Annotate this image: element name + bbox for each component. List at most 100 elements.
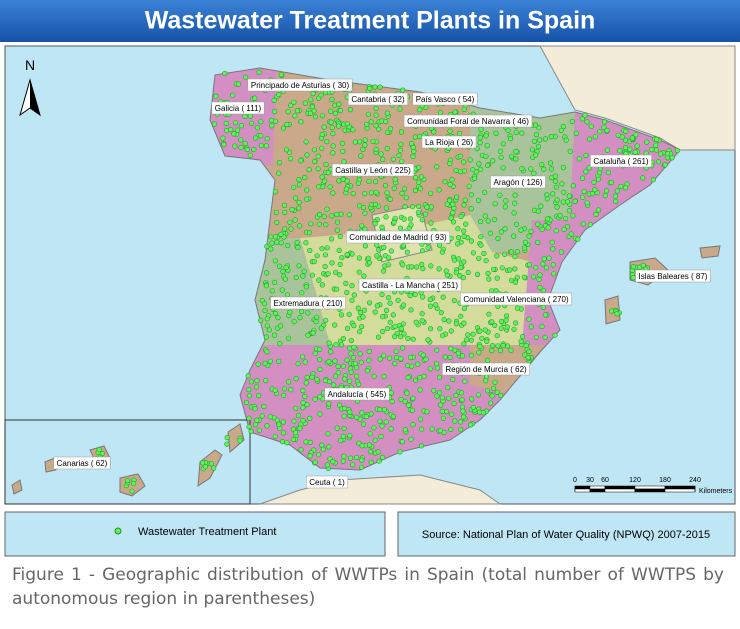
plant-dot [633, 132, 639, 138]
plant-dot [358, 359, 364, 365]
plant-dot [387, 196, 393, 202]
plant-dot [297, 315, 303, 321]
plant-dot [392, 323, 398, 329]
plant-dot [351, 344, 357, 350]
plant-dot [344, 289, 350, 296]
plant-dot [366, 442, 373, 448]
plant-dot [280, 125, 287, 131]
scale-segment [574, 485, 591, 490]
plant-dot [560, 199, 566, 205]
france [539, 45, 736, 151]
plant-dot [231, 131, 237, 137]
plant-dot [398, 356, 404, 362]
plant-dot [449, 177, 455, 183]
plant-dot [328, 236, 335, 242]
plant-dot [545, 225, 551, 231]
plant-dot [368, 459, 374, 465]
plant-dot [302, 174, 308, 181]
plant-dot [437, 326, 443, 332]
plant-dot [438, 310, 445, 316]
plant-dot [614, 188, 620, 194]
plant-dot [483, 133, 489, 139]
plant-dot [402, 204, 408, 210]
legend-symbol [114, 527, 122, 535]
africa [259, 474, 502, 505]
plant-dot [531, 170, 537, 176]
plant-dot [334, 227, 341, 233]
plant-dot [508, 249, 514, 255]
plant-dot [498, 229, 504, 235]
plant-dot [303, 139, 309, 145]
scale-unit: Kilometers [699, 488, 733, 495]
plant-dot [267, 358, 273, 364]
plant-dot [396, 152, 402, 158]
region-label: Andalucía ( 545) [328, 390, 387, 399]
plant-dot [322, 263, 328, 270]
plant-dot [570, 213, 576, 219]
plant-dot [450, 219, 457, 225]
plant-dot [272, 387, 278, 393]
plant-dot [601, 124, 607, 130]
plant-dot [530, 274, 537, 280]
plant-dot [333, 269, 339, 275]
plant-dot [272, 189, 279, 195]
plant-dot [436, 266, 442, 272]
plant-dot [348, 455, 354, 461]
plant-dot [420, 352, 426, 358]
plant-dot [385, 295, 392, 301]
island [44, 457, 57, 473]
plant-dot [630, 275, 636, 281]
plant-dot [211, 465, 217, 471]
plant-dot [440, 415, 447, 421]
plant-dot [448, 215, 454, 221]
label-background [247, 78, 353, 92]
scale-tick-label: 180 [659, 477, 671, 484]
plant-dot [427, 303, 434, 309]
plant-dot [475, 197, 482, 203]
caption: Figure 1 - Geographic distribution of WW… [12, 565, 724, 609]
plant-dot [476, 350, 482, 356]
plant-dot [492, 216, 498, 223]
plant-dot [381, 244, 387, 250]
plant-dot [330, 143, 336, 149]
plant-dot [391, 185, 397, 191]
plant-dot [272, 258, 279, 264]
plant-dot [399, 190, 405, 196]
plant-dot [428, 190, 434, 196]
region-labels: Principado de Asturias ( 30)Cantabria ( … [53, 78, 711, 489]
plant-dot [243, 74, 249, 80]
plant-dot [296, 263, 302, 269]
plant-dot [306, 230, 313, 236]
plant-dot [440, 333, 446, 339]
plant-dot [330, 150, 336, 156]
plant-dot [350, 462, 356, 468]
plant-dot [341, 413, 347, 419]
plant-dot [357, 203, 363, 209]
plant-dot [579, 175, 586, 181]
plant-dot [443, 268, 449, 274]
plant-dot [310, 330, 316, 336]
plant-dot [340, 336, 347, 342]
plant-dot [287, 309, 293, 315]
plant-dot [465, 332, 471, 338]
plant-dot [252, 135, 259, 141]
plant-dot [387, 126, 394, 132]
plant-dot [326, 340, 332, 346]
plant-dot [481, 250, 487, 257]
plant-dot [293, 376, 299, 382]
plant-dot [519, 130, 525, 136]
plant-dot [419, 311, 425, 317]
plant-dot [295, 244, 301, 251]
plant-dot [341, 453, 347, 459]
plant-dot [347, 106, 354, 113]
plant-dot [346, 311, 352, 317]
plant-dot [604, 127, 610, 134]
plant-dot [447, 181, 453, 188]
plant-dot [511, 326, 517, 332]
plant-dot [243, 399, 250, 406]
plant-dot [528, 166, 534, 172]
label-background [348, 92, 408, 106]
plant-dot [357, 309, 364, 316]
plant-dot [305, 332, 311, 338]
plant-dot [461, 341, 467, 347]
